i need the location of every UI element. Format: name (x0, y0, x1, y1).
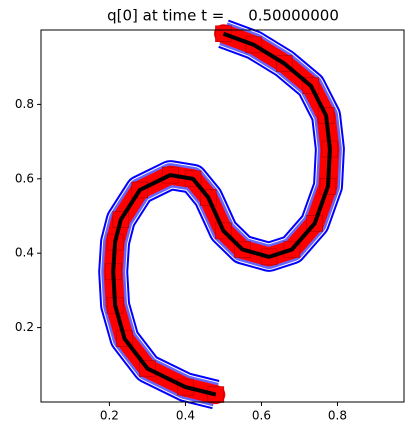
y-tick-label: 0.2 (15, 320, 34, 334)
center-line (111, 31, 332, 397)
y-tick-label: 0.8 (15, 97, 34, 111)
x-tick-label: 0.2 (100, 409, 119, 423)
x-tick-label: 0.6 (252, 409, 271, 423)
y-tick-label: 0.4 (15, 246, 34, 260)
x-tick-label: 0.4 (176, 409, 195, 423)
chart-title: q[0] at time t = 0.50000000 (107, 7, 339, 25)
y-tick-label: 0.6 (15, 171, 34, 185)
x-tick-label: 0.8 (328, 409, 347, 423)
plot-frame (40, 29, 405, 403)
